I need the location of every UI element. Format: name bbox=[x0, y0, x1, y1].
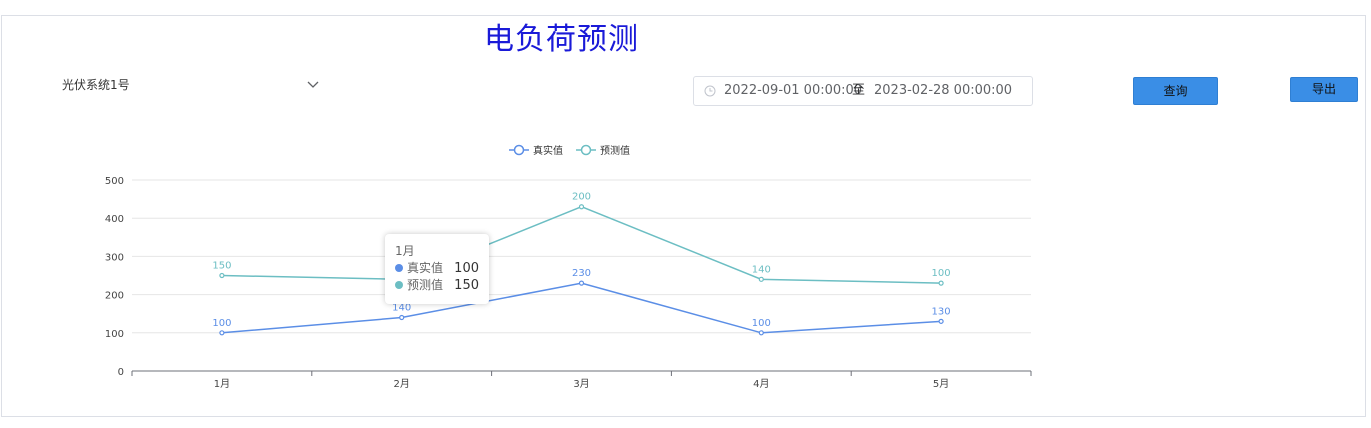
tooltip-row-forecast: 预测值 150 bbox=[395, 277, 479, 294]
y-tick-label: 400 bbox=[105, 214, 124, 225]
legend-label: 预测值 bbox=[600, 144, 630, 157]
tooltip-value-forecast: 150 bbox=[454, 278, 479, 293]
page-title: 电负荷预测 bbox=[484, 22, 639, 57]
tooltip-row-real: 真实值 100 bbox=[395, 260, 479, 277]
y-tick-label: 200 bbox=[105, 291, 124, 302]
legend-marker bbox=[513, 144, 525, 156]
system-select-value: 光伏系统1号 bbox=[62, 78, 130, 92]
data-label: 150 bbox=[212, 261, 231, 272]
x-tick-label: 2月 bbox=[394, 378, 410, 390]
data-point bbox=[938, 318, 944, 324]
data-point bbox=[219, 330, 225, 336]
data-point bbox=[219, 272, 225, 279]
data-label: 100 bbox=[932, 268, 951, 279]
date-start-input[interactable]: 2022-09-01 00:00:00 bbox=[724, 83, 863, 98]
data-point bbox=[578, 280, 585, 286]
tooltip-name-real: 真实值 bbox=[407, 261, 444, 275]
data-point bbox=[578, 204, 585, 210]
tooltip-dot-forecast bbox=[395, 281, 403, 289]
data-label: 130 bbox=[932, 306, 951, 317]
x-tick-label: 5月 bbox=[933, 378, 949, 390]
clock-icon bbox=[704, 85, 716, 97]
legend-marker bbox=[580, 144, 592, 156]
chart-tooltip: 1月 真实值 100 预测值 150 bbox=[385, 234, 489, 304]
data-label: 100 bbox=[752, 318, 771, 329]
chevron-down-icon bbox=[307, 81, 319, 88]
x-tick-label: 3月 bbox=[573, 378, 589, 390]
tooltip-title: 1月 bbox=[395, 244, 415, 258]
data-label: 140 bbox=[752, 264, 771, 275]
y-tick-label: 300 bbox=[105, 252, 124, 263]
date-range-separator: 至 bbox=[852, 83, 866, 98]
date-end-input[interactable]: 2023-02-28 00:00:00 bbox=[874, 83, 1013, 98]
data-label: 140 bbox=[392, 303, 411, 314]
tooltip-dot-real bbox=[395, 264, 403, 272]
export-button[interactable]: 导出 bbox=[1290, 77, 1358, 102]
y-tick-label: 500 bbox=[105, 176, 124, 187]
tooltip-name-forecast: 预测值 bbox=[407, 278, 444, 292]
data-point bbox=[399, 314, 405, 321]
tooltip-value-real: 100 bbox=[454, 261, 479, 276]
data-label: 230 bbox=[572, 268, 591, 279]
query-button[interactable]: 查询 bbox=[1133, 77, 1218, 105]
y-tick-label: 0 bbox=[118, 367, 124, 378]
x-tick-label: 1月 bbox=[214, 378, 230, 390]
date-range-picker[interactable]: 2022-09-01 00:00:00 至 2023-02-28 00:00:0… bbox=[693, 76, 1033, 106]
legend-label: 真实值 bbox=[533, 144, 563, 157]
data-label: 100 bbox=[212, 318, 231, 329]
series-line-real bbox=[221, 282, 942, 334]
data-point bbox=[758, 330, 764, 336]
system-select[interactable]: 光伏系统1号 bbox=[62, 74, 324, 96]
data-point bbox=[938, 280, 944, 286]
y-tick-label: 100 bbox=[105, 329, 124, 340]
data-label: 200 bbox=[572, 192, 591, 203]
x-tick-label: 4月 bbox=[753, 378, 769, 390]
data-point bbox=[758, 276, 764, 282]
